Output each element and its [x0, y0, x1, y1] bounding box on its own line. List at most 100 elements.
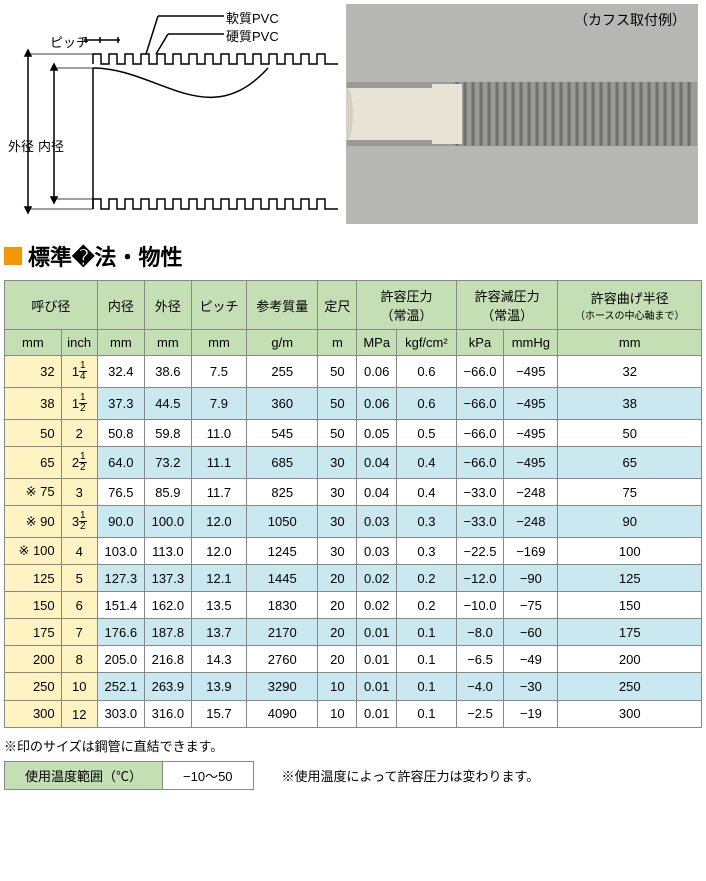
- cell-mmhg: −60: [504, 619, 558, 646]
- cell-inner: 303.0: [97, 700, 144, 727]
- unit-mmhg: mmHg: [504, 330, 558, 356]
- unit-nominal-inch: inch: [61, 330, 97, 356]
- cell-kpa: −12.0: [456, 565, 503, 592]
- cell-nominal-mm: 150: [5, 592, 62, 619]
- cell-kpa: −33.0: [456, 479, 503, 506]
- cell-mpa: 0.02: [357, 565, 397, 592]
- cell-kgf: 0.1: [397, 619, 457, 646]
- cell-bend: 50: [558, 420, 702, 447]
- cell-nominal-mm: 65: [5, 447, 62, 479]
- top-section: ピッチ 軟質PVC 硬質PVC 外径 内径: [0, 0, 706, 228]
- hdr-inner: 内径: [97, 281, 144, 330]
- photo-caption: （カフス取付例）: [574, 10, 686, 30]
- hdr-outer: 外径: [144, 281, 191, 330]
- cell-len: 20: [318, 565, 357, 592]
- table-row: 3811237.344.57.9360500.060.6−66.0−49538: [5, 388, 702, 420]
- cell-mpa: 0.06: [357, 356, 397, 388]
- table-row: 1506151.4162.013.51830200.020.2−10.0−751…: [5, 592, 702, 619]
- cell-mpa: 0.01: [357, 646, 397, 673]
- cell-mass: 825: [247, 479, 318, 506]
- unit-length: m: [318, 330, 357, 356]
- temp-label: 使用温度範囲（℃）: [4, 761, 163, 790]
- cell-mmhg: −75: [504, 592, 558, 619]
- cell-inner: 76.5: [97, 479, 144, 506]
- hdr-length: 定尺: [318, 281, 357, 330]
- cell-nominal-mm: 250: [5, 673, 62, 700]
- soft-pvc-label: 軟質PVC: [226, 8, 279, 27]
- cell-kpa: −4.0: [456, 673, 503, 700]
- cell-pitch: 15.7: [191, 700, 246, 727]
- cell-inner: 90.0: [97, 506, 144, 538]
- cell-bend: 125: [558, 565, 702, 592]
- cell-outer: 316.0: [144, 700, 191, 727]
- unit-pitch-mm: mm: [191, 330, 246, 356]
- cell-mmhg: −248: [504, 479, 558, 506]
- cell-len: 50: [318, 420, 357, 447]
- cell-nominal-inch: 114: [61, 356, 97, 388]
- cell-nominal-inch: 312: [61, 506, 97, 538]
- cell-kgf: 0.2: [397, 592, 457, 619]
- cell-kgf: 0.4: [397, 479, 457, 506]
- cell-nominal-mm: 175: [5, 619, 62, 646]
- cell-len: 10: [318, 700, 357, 727]
- cell-mmhg: −90: [504, 565, 558, 592]
- cell-inner: 103.0: [97, 538, 144, 565]
- cell-pitch: 14.3: [191, 646, 246, 673]
- cell-inner: 50.8: [97, 420, 144, 447]
- cell-mass: 1245: [247, 538, 318, 565]
- cell-outer: 59.8: [144, 420, 191, 447]
- cell-bend: 38: [558, 388, 702, 420]
- cell-len: 50: [318, 356, 357, 388]
- unit-bend-mm: mm: [558, 330, 702, 356]
- cell-mmhg: −495: [504, 356, 558, 388]
- hdr-nominal: 呼び径: [5, 281, 98, 330]
- photo-cell: （カフス取付例）: [346, 4, 698, 224]
- cell-pitch: 12.1: [191, 565, 246, 592]
- cell-mass: 255: [247, 356, 318, 388]
- cell-nominal-inch: 212: [61, 447, 97, 479]
- cell-bend: 150: [558, 592, 702, 619]
- cell-bend: 65: [558, 447, 702, 479]
- cell-pitch: 13.9: [191, 673, 246, 700]
- cell-outer: 100.0: [144, 506, 191, 538]
- structure-diagram: ピッチ 軟質PVC 硬質PVC 外径 内径: [8, 4, 338, 224]
- cell-len: 30: [318, 506, 357, 538]
- cell-outer: 137.3: [144, 565, 191, 592]
- cell-outer: 73.2: [144, 447, 191, 479]
- unit-kpa: kPa: [456, 330, 503, 356]
- cell-kpa: −6.5: [456, 646, 503, 673]
- cell-nominal-inch: 7: [61, 619, 97, 646]
- hdr-pitch: ピッチ: [191, 281, 246, 330]
- cell-kgf: 0.6: [397, 356, 457, 388]
- cell-mass: 2170: [247, 619, 318, 646]
- cell-outer: 44.5: [144, 388, 191, 420]
- cell-mmhg: −30: [504, 673, 558, 700]
- unit-mass: g/m: [247, 330, 318, 356]
- cell-inner: 252.1: [97, 673, 144, 700]
- cell-len: 20: [318, 592, 357, 619]
- cell-nominal-mm: 50: [5, 420, 62, 447]
- cell-pitch: 11.0: [191, 420, 246, 447]
- cell-mpa: 0.03: [357, 506, 397, 538]
- cell-inner: 37.3: [97, 388, 144, 420]
- cell-outer: 38.6: [144, 356, 191, 388]
- temp-value: −10〜50: [163, 761, 254, 790]
- cell-pitch: 11.7: [191, 479, 246, 506]
- hdr-neg-pressure-note: （常温）: [481, 308, 533, 323]
- table-row: 3211432.438.67.5255500.060.6−66.0−49532: [5, 356, 702, 388]
- hdr-pressure-text: 許容圧力: [381, 289, 433, 304]
- inner-label: 内径: [38, 136, 64, 155]
- cell-inner: 64.0: [97, 447, 144, 479]
- cell-nominal-mm: 38: [5, 388, 62, 420]
- cell-len: 50: [318, 388, 357, 420]
- table-head: 呼び径 内径 外径 ピッチ 参考質量 定尺 許容圧力 （常温） 許容減圧力 （常…: [5, 281, 702, 356]
- cell-mmhg: −169: [504, 538, 558, 565]
- cell-pitch: 11.1: [191, 447, 246, 479]
- table-body: 3211432.438.67.5255500.060.6−66.0−495323…: [5, 356, 702, 728]
- section-marker-icon: [4, 247, 22, 265]
- cell-kgf: 0.2: [397, 565, 457, 592]
- unit-nominal-mm: mm: [5, 330, 62, 356]
- cell-mpa: 0.02: [357, 592, 397, 619]
- cell-bend: 75: [558, 479, 702, 506]
- cell-kpa: −33.0: [456, 506, 503, 538]
